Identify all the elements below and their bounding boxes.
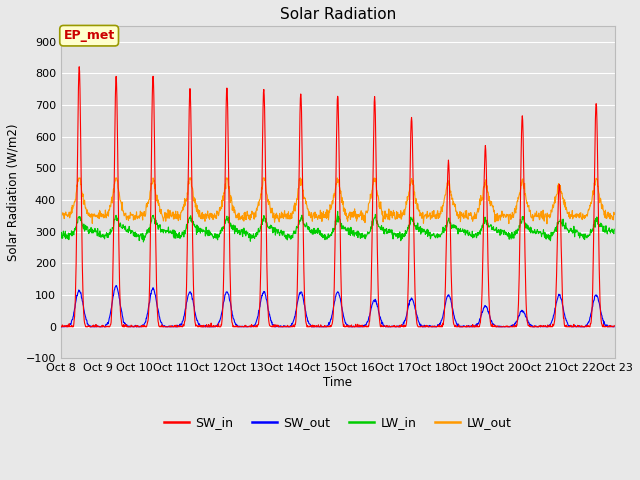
LW_in <box>57 233 65 239</box>
SW_out <box>545 323 553 328</box>
LW_in <box>243 228 250 234</box>
Line: LW_in: LW_in <box>61 211 614 242</box>
SW_in <box>611 323 618 328</box>
LW_in <box>140 239 147 245</box>
LW_out <box>57 210 65 216</box>
Line: LW_out: LW_out <box>61 178 614 224</box>
SW_in <box>243 324 250 330</box>
SW_out <box>112 283 120 288</box>
LW_out <box>611 212 618 217</box>
Text: EP_met: EP_met <box>63 29 115 42</box>
LW_in <box>545 236 553 242</box>
LW_out <box>243 216 250 221</box>
SW_in <box>76 64 83 70</box>
SW_out <box>424 324 432 330</box>
LW_out <box>545 213 553 218</box>
LW_in <box>334 208 342 214</box>
LW_in <box>180 228 188 233</box>
SW_in <box>545 324 553 330</box>
LW_out <box>167 213 175 219</box>
SW_out <box>57 324 65 330</box>
LW_out <box>496 216 504 221</box>
SW_out <box>611 324 618 330</box>
Title: Solar Radiation: Solar Radiation <box>280 7 396 22</box>
Line: SW_out: SW_out <box>61 286 614 327</box>
SW_out <box>58 324 65 330</box>
LW_in <box>167 228 175 234</box>
SW_in <box>496 324 504 330</box>
Legend: SW_in, SW_out, LW_in, LW_out: SW_in, SW_out, LW_in, LW_out <box>159 411 516 434</box>
SW_in <box>424 324 431 330</box>
SW_in <box>57 324 65 330</box>
LW_in <box>611 227 618 232</box>
SW_in <box>167 324 175 330</box>
Line: SW_in: SW_in <box>61 67 614 327</box>
X-axis label: Time: Time <box>323 376 352 389</box>
SW_out <box>180 311 188 317</box>
LW_in <box>424 227 432 233</box>
Y-axis label: Solar Radiation (W/m2): Solar Radiation (W/m2) <box>7 123 20 261</box>
LW_out <box>180 204 188 210</box>
SW_out <box>243 324 250 330</box>
LW_out <box>424 212 431 217</box>
SW_in <box>180 322 188 327</box>
SW_out <box>497 324 504 329</box>
LW_out <box>75 175 83 181</box>
LW_in <box>497 231 504 237</box>
SW_out <box>167 324 175 330</box>
LW_out <box>543 221 551 227</box>
